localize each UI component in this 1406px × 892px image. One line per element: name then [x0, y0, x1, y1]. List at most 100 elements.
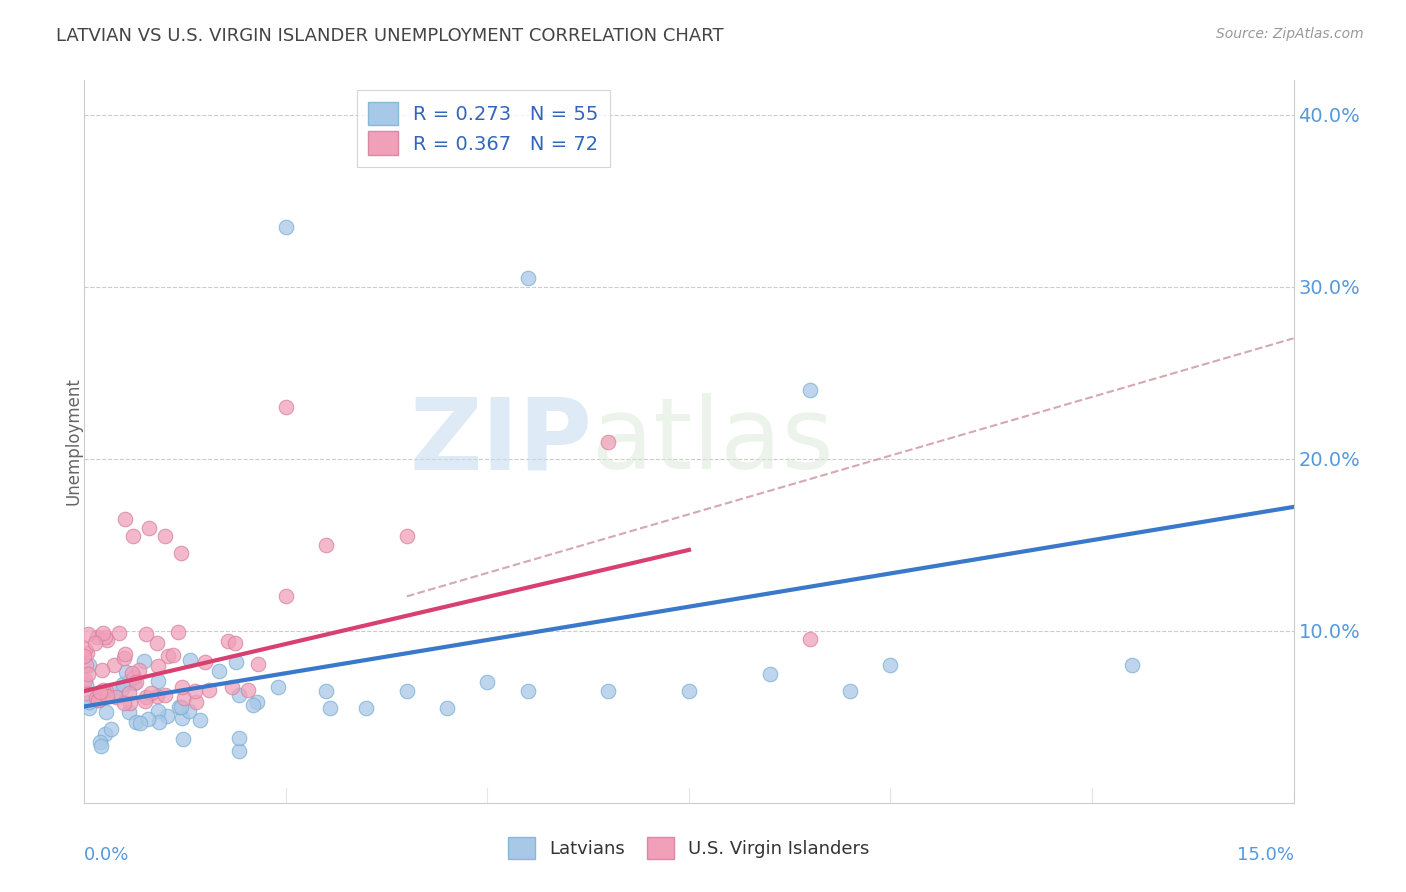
Point [516, 684, 538, 698]
Point [91, 626, 114, 640]
Point [90, 739, 112, 754]
Point [186, 695, 208, 709]
Text: 15.0%: 15.0% [1236, 846, 1294, 863]
Point [188, 714, 211, 728]
Point [155, 688, 177, 702]
Point [1121, 658, 1143, 673]
Point [179, 653, 201, 667]
Point [73, 649, 96, 664]
Point [146, 690, 169, 704]
Point [112, 677, 135, 691]
Point [170, 546, 193, 560]
Text: Source: ZipAtlas.com: Source: ZipAtlas.com [1216, 27, 1364, 41]
Text: 0.0%: 0.0% [84, 846, 129, 863]
Point [114, 512, 136, 526]
Point [148, 714, 170, 729]
Point [598, 684, 620, 698]
Point [121, 666, 143, 681]
Point [125, 674, 148, 689]
Point [242, 698, 264, 713]
Point [114, 647, 136, 661]
Point [477, 675, 499, 690]
Point [274, 219, 297, 234]
Point [221, 681, 243, 695]
Point [75, 657, 97, 672]
Point [228, 688, 250, 702]
Point [167, 624, 190, 639]
Point [236, 682, 259, 697]
Point [146, 704, 169, 718]
Point [217, 633, 239, 648]
Point [157, 648, 180, 663]
Point [94, 683, 117, 698]
Point [94, 631, 117, 645]
Point [75, 686, 97, 700]
Point [79, 701, 101, 715]
Point [89, 735, 111, 749]
Point [96, 705, 118, 719]
Point [179, 704, 201, 718]
Point [879, 658, 901, 673]
Point [598, 434, 620, 449]
Point [135, 690, 157, 704]
Point [87, 692, 110, 706]
Point [114, 665, 136, 679]
Point [118, 705, 141, 719]
Point [156, 709, 179, 723]
Point [758, 666, 780, 681]
Point [247, 657, 270, 672]
Point [173, 691, 195, 706]
Point [77, 658, 100, 673]
Point [139, 685, 162, 699]
Point [172, 731, 194, 746]
Point [128, 663, 150, 677]
Point [136, 712, 159, 726]
Text: LATVIAN VS U.S. VIRGIN ISLANDER UNEMPLOYMENT CORRELATION CHART: LATVIAN VS U.S. VIRGIN ISLANDER UNEMPLOY… [56, 27, 724, 45]
Point [76, 627, 98, 641]
Point [93, 727, 115, 741]
Point [112, 696, 135, 710]
Point [134, 694, 156, 708]
Point [678, 684, 700, 698]
Point [274, 590, 297, 604]
Point [198, 683, 221, 698]
Point [799, 383, 821, 397]
Point [89, 685, 111, 699]
Point [107, 626, 129, 640]
Point [87, 693, 110, 707]
Point [96, 690, 118, 704]
Point [153, 529, 176, 543]
Point [274, 400, 297, 414]
Point [516, 271, 538, 285]
Point [395, 529, 418, 543]
Point [73, 642, 96, 657]
Point [224, 636, 246, 650]
Point [129, 715, 152, 730]
Point [162, 648, 184, 662]
Point [134, 626, 156, 640]
Text: ZIP: ZIP [409, 393, 592, 490]
Point [77, 667, 100, 681]
Point [84, 636, 107, 650]
Point [170, 711, 193, 725]
Point [184, 683, 207, 698]
Point [77, 695, 100, 709]
Point [228, 731, 250, 746]
Point [395, 684, 418, 698]
Point [170, 680, 193, 694]
Point [90, 663, 112, 677]
Point [104, 684, 127, 698]
Point [112, 651, 135, 665]
Point [118, 674, 141, 689]
Point [169, 700, 191, 714]
Point [194, 655, 217, 669]
Point [132, 654, 155, 668]
Point [75, 678, 97, 692]
Point [246, 695, 269, 709]
Point [96, 633, 118, 648]
Point [76, 646, 98, 660]
Point [86, 630, 108, 644]
Point [315, 538, 337, 552]
Point [228, 744, 250, 758]
Point [148, 658, 170, 673]
